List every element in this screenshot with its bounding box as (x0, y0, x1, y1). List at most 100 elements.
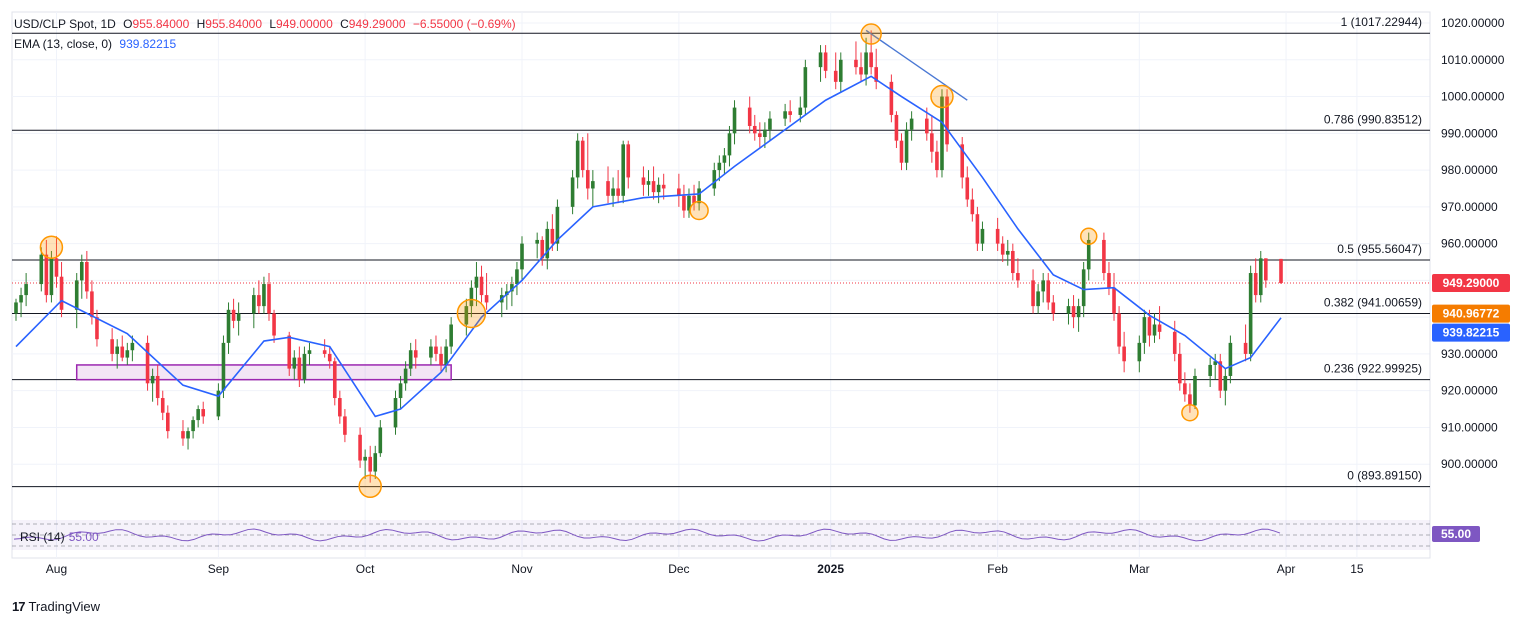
candle-body (332, 361, 337, 399)
candle-body (150, 375, 155, 384)
candle-body (1188, 394, 1192, 406)
candle-body (520, 243, 524, 270)
candle-body (429, 346, 433, 358)
highlight-circle (1181, 403, 1199, 422)
candle-body (585, 170, 590, 189)
candle-body (262, 284, 266, 307)
candle-body (555, 206, 560, 244)
candle-body (935, 151, 939, 171)
price-badge (1432, 323, 1510, 342)
candle-body (338, 398, 342, 417)
candle-body (444, 346, 448, 365)
close-label: C (340, 17, 349, 31)
highlight-circle (456, 298, 487, 329)
candle-body (252, 295, 256, 314)
support-zone-box (75, 364, 452, 381)
price-badge-text: 940.96772 (1443, 307, 1500, 321)
candle-body (166, 412, 170, 432)
x-tick-label: 15 (1350, 562, 1364, 576)
symbol-label: USD/CLP Spot, 1D (14, 17, 116, 31)
candle-body (970, 199, 975, 215)
symbol-ohlc-row: USD/CLP Spot, 1D O955.84000 H955.84000 L… (14, 16, 516, 36)
candle-body (449, 324, 453, 347)
candle-body (651, 181, 656, 193)
candle-body (181, 431, 185, 439)
candle-body (90, 291, 94, 318)
candle-body (1076, 306, 1081, 318)
candle-body (464, 306, 469, 325)
candle-body (403, 368, 408, 384)
candle-body (469, 287, 474, 307)
low-label: L (269, 17, 277, 31)
candle-body (1223, 375, 1228, 391)
candle-body (550, 228, 555, 244)
fib-level-label: 0.382 (941.00659) (1324, 295, 1422, 309)
candle-body (1051, 302, 1056, 314)
candle-body (717, 162, 722, 171)
candle-body (606, 181, 610, 196)
candle-body (1193, 375, 1197, 406)
x-tick-label: Feb (987, 562, 1008, 576)
candle-body (358, 434, 362, 461)
candle-body (1243, 342, 1248, 354)
candle-body (626, 144, 631, 178)
candle-body (1178, 353, 1182, 384)
candle-body (1071, 306, 1076, 318)
candle-body (145, 342, 150, 384)
high-label: H (196, 17, 206, 31)
candle-body (434, 346, 438, 354)
tradingview-logo-icon: 17 (12, 599, 26, 614)
candle-body (570, 177, 575, 207)
close-value: 949.29000 (348, 17, 406, 31)
candle-body (747, 107, 752, 126)
candle-body (833, 70, 838, 82)
candle-body (1102, 239, 1106, 274)
candle-body (661, 184, 666, 189)
candle-body (1011, 250, 1015, 274)
candle-body (44, 254, 49, 296)
price-badge (1432, 304, 1510, 323)
low-value: 949.00000 (276, 17, 333, 31)
candle-body (373, 453, 378, 472)
candle-body (327, 353, 332, 362)
candle-body (975, 214, 980, 244)
fib-level-label: 0.786 (990.83512) (1324, 112, 1422, 126)
candle-body (110, 339, 114, 354)
candle-body (798, 107, 803, 115)
candle-body (1258, 258, 1263, 296)
candle-body (687, 195, 691, 211)
y-tick-label: 900.00000 (1441, 457, 1498, 471)
fib-level-label: 0.236 (922.99925) (1324, 362, 1422, 376)
candle-body (545, 228, 550, 259)
candle-body (646, 181, 651, 185)
candle-body (378, 427, 383, 454)
candle-body (611, 188, 615, 196)
candle-body (257, 295, 261, 307)
candle-body (85, 262, 89, 292)
candle-body (899, 140, 904, 163)
y-tick-label: 980.00000 (1441, 163, 1498, 177)
y-tick-label: 970.00000 (1441, 200, 1498, 214)
candle-body (995, 228, 1000, 244)
ema-row: EMA (13, close, 0) 939.82215 (14, 36, 516, 56)
candle-body (297, 357, 302, 380)
fib-level-label: 0 (893.89150) (1347, 469, 1422, 483)
rsi-value: 55.00 (68, 530, 99, 544)
change-value: −6.55000 (−0.69%) (412, 17, 516, 31)
chart-legend: USD/CLP Spot, 1D O955.84000 H955.84000 L… (14, 16, 516, 56)
candle-body (768, 118, 772, 130)
fib-level-label: 0.5 (955.56047) (1337, 242, 1422, 256)
candle-body (1117, 313, 1121, 347)
candle-body (752, 125, 757, 134)
candle-body (1107, 273, 1111, 288)
candle-body (120, 346, 125, 358)
candle-body (1152, 324, 1157, 336)
candle-body (540, 239, 545, 259)
y-tick-label: 1000.00000 (1441, 90, 1505, 104)
rsi-badge (1432, 526, 1480, 542)
candle-body (980, 228, 985, 244)
candle-body (39, 254, 44, 285)
x-tick-label: Apr (1277, 562, 1296, 576)
tradingview-brand[interactable]: 17 TradingView (12, 599, 100, 614)
